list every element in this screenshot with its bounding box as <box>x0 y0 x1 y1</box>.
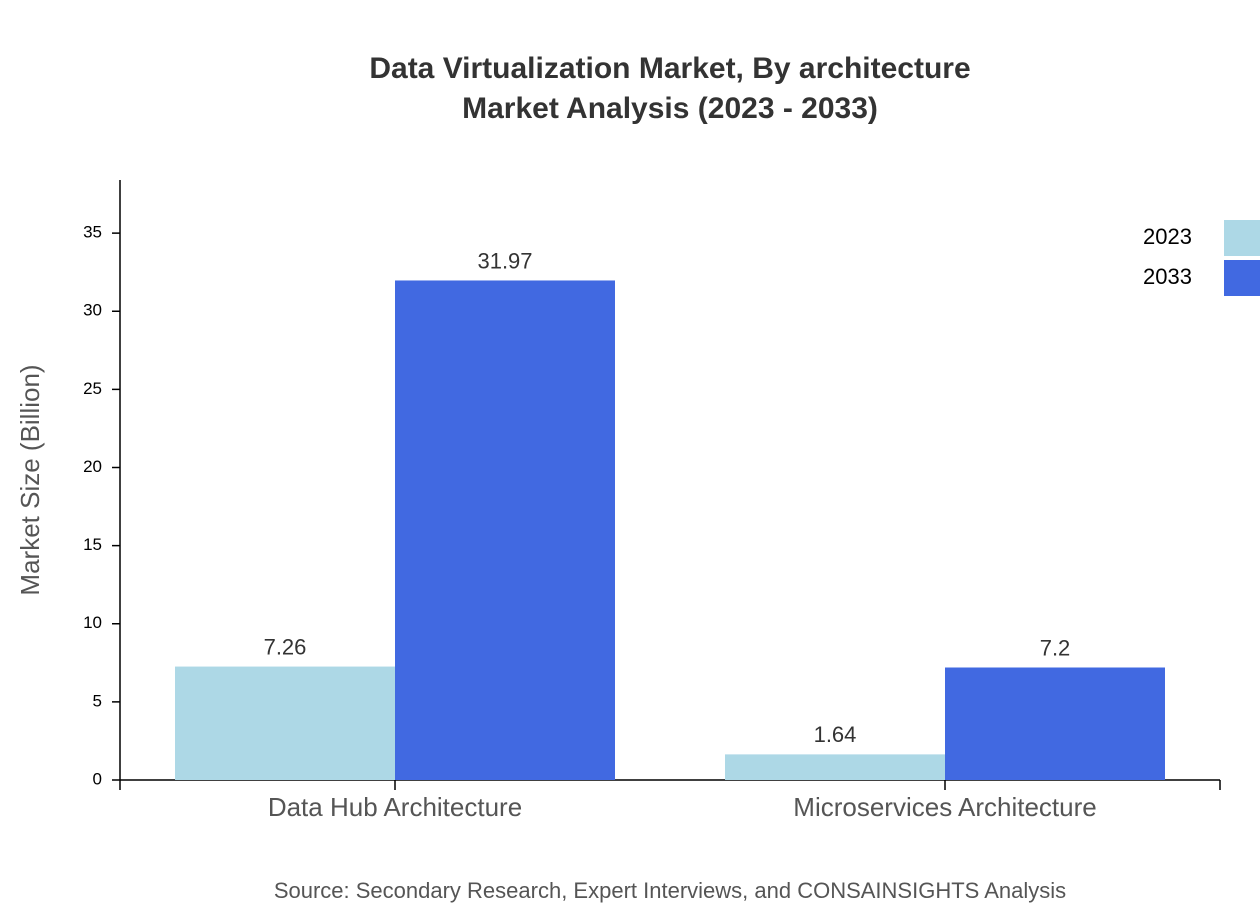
legend-swatch <box>1224 220 1260 256</box>
y-tick-label: 5 <box>93 691 102 710</box>
x-tick-label: Data Hub Architecture <box>268 792 522 822</box>
y-tick-label: 35 <box>83 223 102 242</box>
legend-label: 2023 <box>1143 224 1192 249</box>
legend-label: 2033 <box>1143 264 1192 289</box>
value-label: 31.97 <box>477 248 532 273</box>
y-tick-label: 25 <box>83 379 102 398</box>
value-label: 1.64 <box>814 722 857 747</box>
bar <box>175 666 395 780</box>
y-tick-label: 0 <box>93 769 102 788</box>
value-label: 7.2 <box>1040 635 1071 660</box>
chart-title: Data Virtualization Market, By architect… <box>369 52 970 85</box>
y-axis-label: Market Size (Billion) <box>15 364 45 595</box>
x-tick-label: Microservices Architecture <box>793 792 1096 822</box>
y-tick-label: 15 <box>83 535 102 554</box>
bar <box>725 754 945 780</box>
y-tick-label: 20 <box>83 457 102 476</box>
value-label: 7.26 <box>264 634 307 659</box>
bar <box>945 667 1165 780</box>
legend-swatch <box>1224 260 1260 296</box>
chart-subtitle: Market Analysis (2023 - 2033) <box>462 92 878 125</box>
source-note: Source: Secondary Research, Expert Inter… <box>274 878 1066 903</box>
bar <box>395 280 615 780</box>
y-tick-label: 30 <box>83 301 102 320</box>
y-tick-label: 10 <box>83 613 102 632</box>
